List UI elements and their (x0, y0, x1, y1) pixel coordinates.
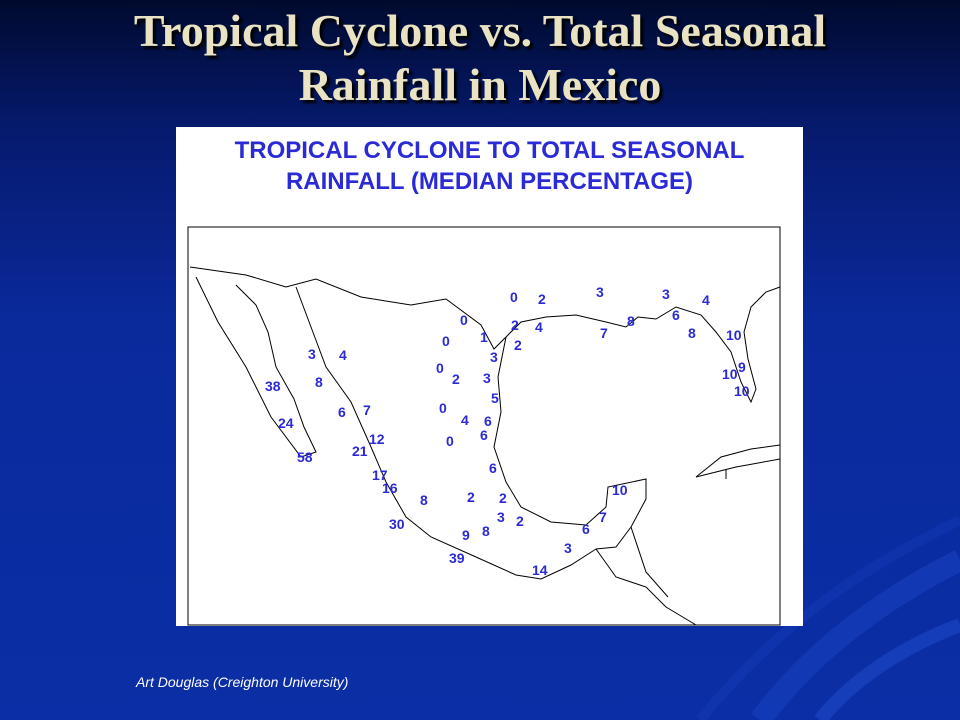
map-value: 8 (315, 374, 323, 390)
map-value: 4 (702, 292, 710, 308)
map-value: 7 (363, 402, 371, 418)
map-value: 58 (297, 449, 313, 465)
map-value: 8 (420, 492, 428, 508)
map-value: 8 (627, 313, 635, 329)
map-value: 6 (480, 427, 488, 443)
map-value: 3 (662, 286, 670, 302)
slide-title-line-1: Tropical Cyclone vs. Total Seasonal (133, 5, 827, 56)
slide-title: Tropical Cyclone vs. Total Seasonal Rain… (0, 4, 960, 112)
map-value: 6 (489, 460, 497, 476)
map-value: 7 (600, 325, 608, 341)
map-value: 6 (672, 307, 680, 323)
map-figure: 0 2 3 3 4 0 2 4 1 0 2 8 6 7 8 10 3 3 4 3… (176, 127, 803, 626)
map-value: 0 (436, 360, 444, 376)
cuba (695, 444, 781, 478)
map-value: 8 (688, 325, 696, 341)
map-value: 21 (352, 443, 368, 459)
us-mexico-border (189, 266, 507, 350)
map-frame (187, 226, 781, 626)
map-heading-line-2: RAINFALL (MEDIAN PERCENTAGE) (285, 168, 694, 195)
map-value: 4 (461, 412, 469, 428)
map-value: 2 (538, 291, 546, 307)
map-value: 4 (339, 347, 347, 363)
map-value: 10 (722, 366, 738, 382)
map-value: 3 (596, 284, 604, 300)
map-value: 0 (442, 333, 450, 349)
map-value: 3 (497, 509, 505, 525)
map-value: 12 (369, 431, 385, 447)
map-value: 39 (449, 550, 465, 566)
map-value: 3 (490, 349, 498, 365)
map-value: 6 (582, 521, 590, 537)
map-value: 30 (389, 516, 405, 532)
map-value: 17 (372, 467, 388, 483)
map-value: 2 (511, 317, 519, 333)
map-value: 2 (514, 337, 522, 353)
pacific-coast (295, 286, 597, 580)
map-value: 10 (734, 383, 750, 399)
map-value: 0 (439, 400, 447, 416)
map-value: 6 (338, 404, 346, 420)
us-gulf-coast (505, 286, 781, 404)
map-value: 3 (483, 370, 491, 386)
baja-california (195, 276, 317, 458)
map-value: 1 (480, 329, 488, 345)
map-value: 2 (499, 490, 507, 506)
map-value: 0 (510, 289, 518, 305)
map-value: 14 (532, 562, 548, 578)
map-value: 6 (484, 413, 492, 429)
map-value: 38 (265, 378, 281, 394)
slide-title-line-2: Rainfall in Mexico (298, 59, 662, 110)
map-value: 5 (491, 390, 499, 406)
map-heading: TROPICAL CYCLONE TO TOTAL SEASONAL RAINF… (176, 135, 803, 197)
central-america (595, 548, 697, 626)
map-heading-line-1: TROPICAL CYCLONE TO TOTAL SEASONAL (234, 137, 745, 164)
map-value: 10 (612, 482, 628, 498)
map-value: 3 (564, 540, 572, 556)
map-value: 7 (599, 509, 607, 525)
map-value: 0 (446, 433, 454, 449)
map-value: 0 (460, 312, 468, 328)
map-value: 10 (726, 327, 742, 343)
mexico-map: 0 2 3 3 4 0 2 4 1 0 2 8 6 7 8 10 3 3 4 3… (187, 226, 781, 626)
map-value: 2 (452, 371, 460, 387)
map-value: 8 (482, 523, 490, 539)
map-value: 24 (278, 415, 294, 431)
map-value: 2 (516, 513, 524, 529)
map-value: 2 (467, 489, 475, 505)
map-value: 9 (738, 359, 746, 375)
credit-text: Art Douglas (Creighton University) (136, 674, 349, 690)
gulf-coast (493, 336, 647, 550)
map-value: 3 (308, 346, 316, 362)
map-value: 4 (535, 319, 543, 335)
map-value: 16 (382, 480, 398, 496)
map-value: 9 (462, 527, 470, 543)
